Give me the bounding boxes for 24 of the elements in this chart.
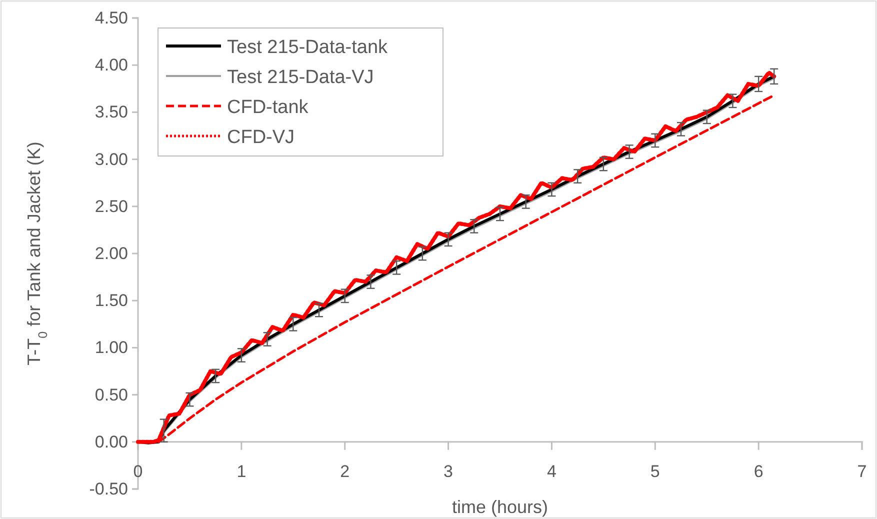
y-tick-label: 1.50 <box>94 291 128 310</box>
x-tick-label: 7 <box>857 462 867 481</box>
y-tick-label: 0.50 <box>94 385 128 404</box>
x-tick-label: 4 <box>546 462 556 481</box>
x-tick-label: 3 <box>444 462 454 481</box>
x-axis-title: time (hours) <box>452 497 548 517</box>
legend-label: Test 215-Data-VJ <box>227 67 374 88</box>
x-tick-label: 2 <box>340 462 350 481</box>
x-tick-label: 1 <box>236 462 246 481</box>
y-tick-label: 2.00 <box>94 244 128 263</box>
x-tick-label: 5 <box>650 462 660 481</box>
y-tick-label: 1.00 <box>94 338 128 358</box>
x-tick-label: 0 <box>133 462 143 481</box>
y-tick-label: 0.00 <box>94 432 128 452</box>
legend-label: CFD-tank <box>227 97 309 118</box>
y-tick-label: 3.00 <box>94 150 128 169</box>
y-tick-label: 2.50 <box>94 196 128 216</box>
legend-label: Test 215-Data-tank <box>227 37 388 58</box>
y-tick-label: 3.50 <box>94 102 128 122</box>
y-tick-label: -0.50 <box>89 479 128 498</box>
y-tick-label: 4.00 <box>94 56 128 75</box>
y-tick-label: 4.50 <box>94 8 128 28</box>
legend-label: CFD-VJ <box>227 127 295 148</box>
x-tick-label: 6 <box>754 462 764 481</box>
